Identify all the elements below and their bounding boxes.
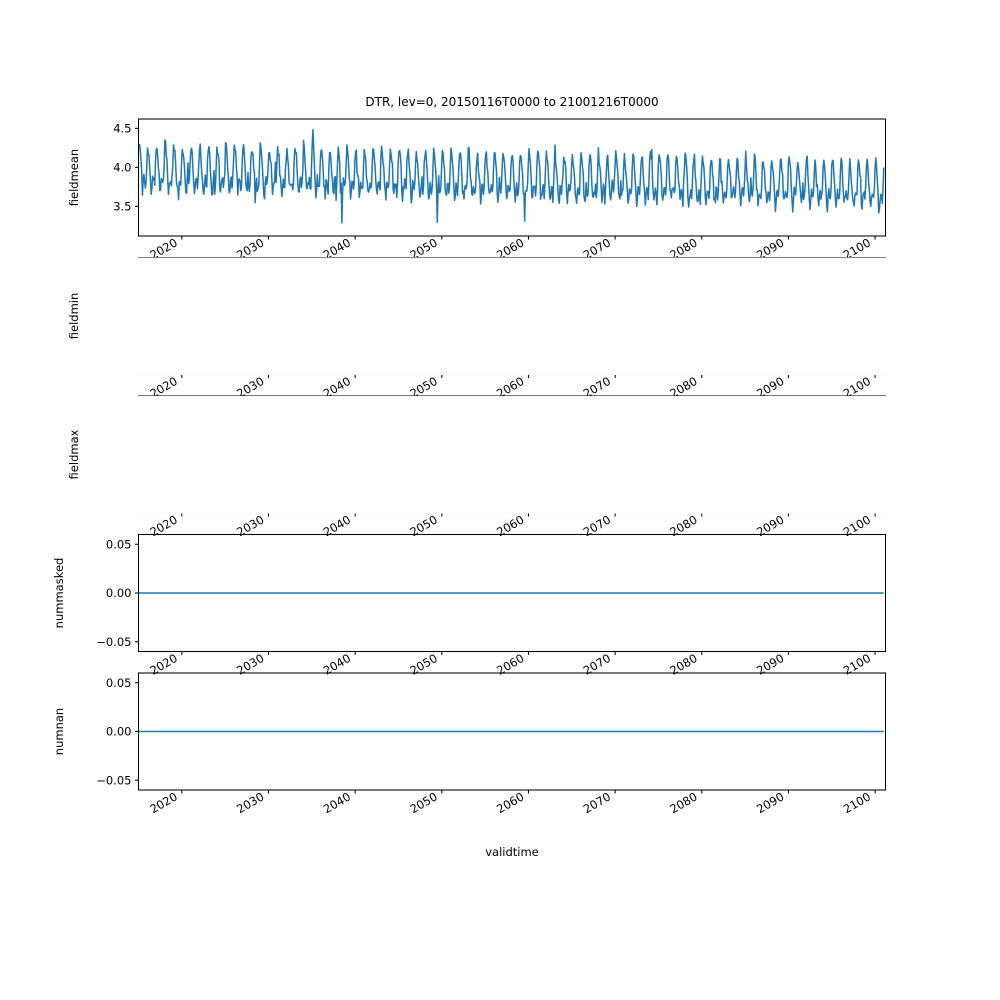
data-line-fieldmean bbox=[138, 128, 885, 224]
xtick-label: 2050 bbox=[407, 789, 439, 816]
ylabel-nummasked: nummasked bbox=[52, 558, 66, 629]
xtick-label: 2020 bbox=[147, 789, 179, 816]
figure-title: DTR, lev=0, 20150116T0000 to 21001216T00… bbox=[365, 95, 658, 109]
xtick-label: 2060 bbox=[494, 789, 526, 816]
ytick-label: 3.5 bbox=[113, 200, 131, 214]
ytick-label: 4.5 bbox=[113, 122, 131, 136]
panel-mask bbox=[0, 396, 1000, 514]
ytick-label: 0.00 bbox=[106, 586, 132, 600]
ylabel-fieldmean: fieldmean bbox=[67, 149, 81, 206]
ylabel-numnan: numnan bbox=[52, 708, 66, 755]
ytick-label: 4.0 bbox=[113, 161, 131, 175]
xtick-label: 2040 bbox=[321, 789, 353, 816]
xlabel-validtime: validtime bbox=[485, 845, 539, 859]
ylabel-fieldmin: fieldmin bbox=[67, 293, 81, 340]
ytick-label: −0.05 bbox=[96, 773, 131, 787]
xtick-label: 2070 bbox=[581, 789, 613, 816]
xtick-label: 2030 bbox=[234, 789, 266, 816]
xtick-label: 2100 bbox=[841, 789, 873, 816]
ylabel-fieldmax: fieldmax bbox=[67, 429, 81, 479]
panel-mask bbox=[0, 257, 1000, 375]
ytick-label: 0.05 bbox=[106, 537, 132, 551]
ytick-label: −0.05 bbox=[96, 635, 131, 649]
ytick-label: 0.00 bbox=[106, 725, 132, 739]
ytick-label: 0.05 bbox=[106, 676, 132, 690]
xtick-label: 2080 bbox=[667, 789, 699, 816]
axes-frame bbox=[137, 118, 887, 237]
xtick-label: 2090 bbox=[754, 789, 786, 816]
